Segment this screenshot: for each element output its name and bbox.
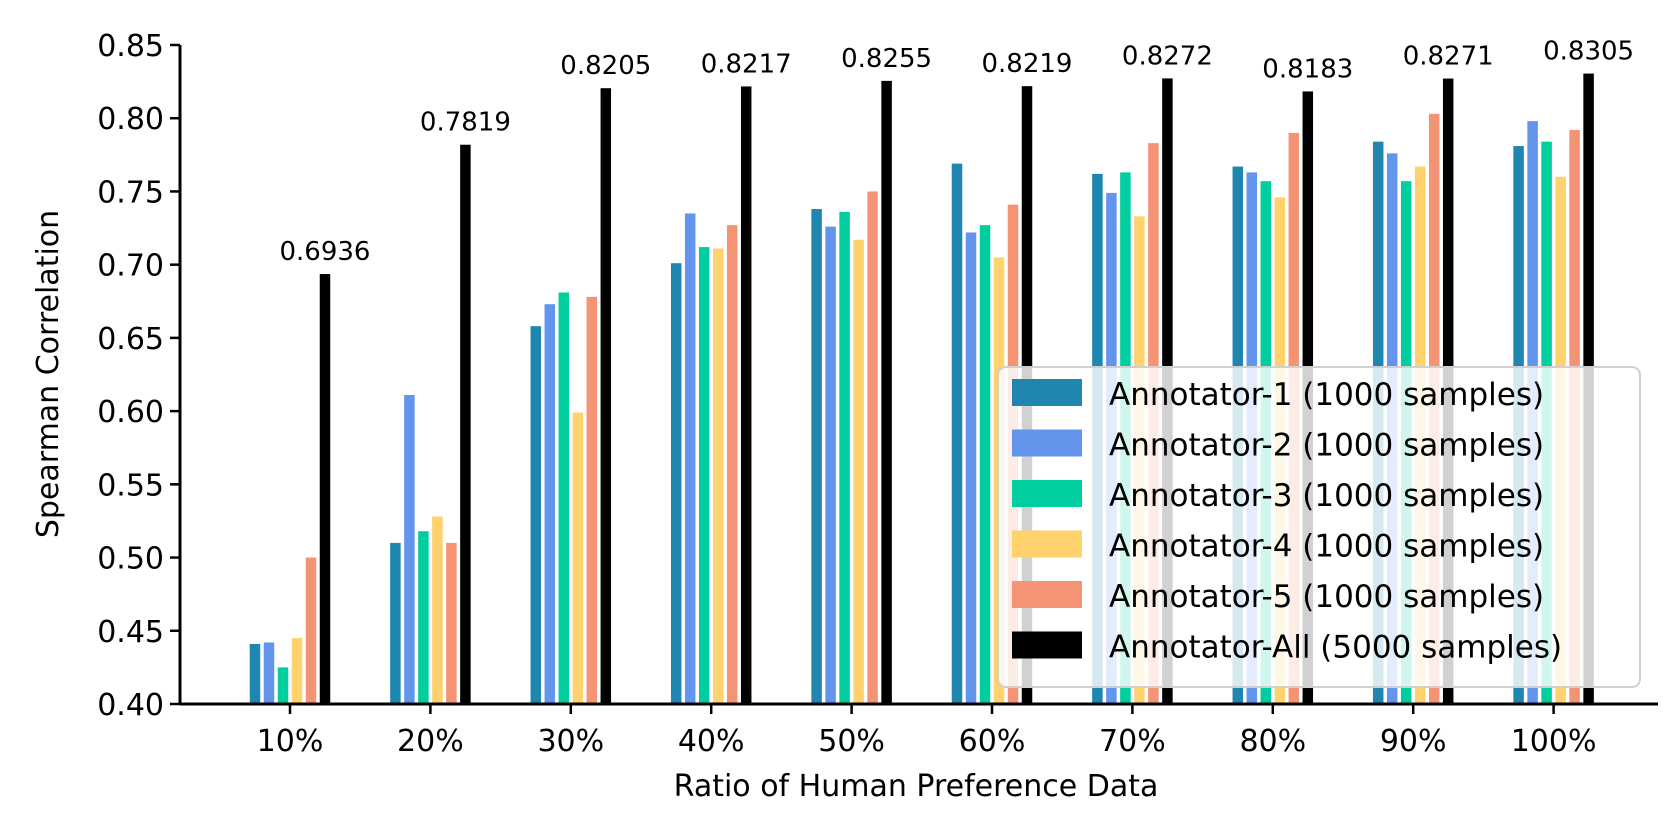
x-tick-label: 60% bbox=[959, 724, 1026, 759]
bar-series-3 bbox=[277, 667, 289, 704]
legend-label: Annotator-5 (1000 samples) bbox=[1109, 579, 1544, 615]
bar-series-2 bbox=[825, 226, 836, 704]
y-axis-title: Spearman Correlation bbox=[31, 210, 66, 538]
legend-label: Annotator-1 (1000 samples) bbox=[1109, 377, 1544, 413]
legend-swatch bbox=[1012, 581, 1082, 608]
bar-series-3 bbox=[698, 247, 710, 705]
bar-series-4 bbox=[572, 412, 584, 704]
y-ticks: 0.40 0.45 0.50 0.55 0.60 0.65 0.70 0.75 0.80 0.85 bbox=[97, 29, 180, 723]
bar-series-3 bbox=[558, 292, 570, 704]
axes bbox=[178, 45, 1658, 706]
x-tick-label: 10% bbox=[257, 724, 324, 759]
y-tick-label: 0.75 bbox=[97, 175, 164, 210]
bar-series-1 bbox=[811, 209, 822, 705]
bar-series-6 bbox=[740, 86, 752, 704]
bar-value-label: 0.8272 bbox=[1122, 41, 1213, 71]
x-axis-title: Ratio of Human Preference Data bbox=[674, 769, 1159, 804]
y-tick-label: 0.60 bbox=[97, 395, 164, 430]
legend-label: Annotator-4 (1000 samples) bbox=[1109, 529, 1544, 565]
legend-label: Annotator-All (5000 samples) bbox=[1109, 630, 1562, 666]
bar-series-6 bbox=[881, 80, 892, 704]
legend-swatch bbox=[1012, 480, 1082, 507]
value-labels-layer: 0.6936 0.7819 0.8205 0.8217 0.8255 0.8219 0.82… bbox=[280, 37, 1635, 267]
bar-series-5 bbox=[305, 557, 317, 704]
bar-value-label: 0.8305 bbox=[1543, 37, 1634, 67]
x-tick-label: 100% bbox=[1511, 724, 1597, 759]
bar-value-label: 0.8205 bbox=[560, 51, 651, 81]
x-tick-label: 90% bbox=[1380, 724, 1447, 759]
legend-swatch bbox=[1012, 379, 1082, 406]
bar-series-2 bbox=[544, 304, 556, 704]
y-tick-label: 0.80 bbox=[97, 102, 164, 137]
bar-series-1 bbox=[249, 643, 261, 704]
x-tick-label: 50% bbox=[818, 724, 885, 759]
y-tick-label: 0.85 bbox=[97, 29, 164, 64]
bar-series-4 bbox=[853, 239, 864, 704]
bar-series-1 bbox=[951, 163, 963, 704]
x-tick-label: 30% bbox=[537, 724, 604, 759]
y-tick-label: 0.40 bbox=[97, 688, 164, 723]
bar-series-2 bbox=[684, 213, 696, 704]
bar-value-label: 0.6936 bbox=[280, 237, 371, 267]
bar-series-6 bbox=[319, 274, 331, 704]
legend-frame bbox=[997, 366, 1641, 688]
bar-series-6 bbox=[460, 144, 471, 705]
bar-series-5 bbox=[446, 542, 457, 704]
y-tick-label: 0.65 bbox=[97, 322, 164, 357]
legend-swatch bbox=[1012, 530, 1082, 558]
bar-series-6 bbox=[600, 88, 612, 704]
legend-label: Annotator-3 (1000 samples) bbox=[1109, 478, 1544, 514]
x-tick-label: 20% bbox=[397, 724, 464, 759]
bar-series-1 bbox=[390, 542, 401, 704]
bar-series-2 bbox=[263, 642, 275, 704]
y-tick-label: 0.45 bbox=[97, 615, 164, 650]
bar-value-label: 0.7819 bbox=[420, 108, 511, 138]
bar-series-5 bbox=[586, 296, 598, 704]
x-tick-label: 80% bbox=[1239, 724, 1306, 759]
y-tick-label: 0.50 bbox=[97, 542, 164, 577]
legend-swatch bbox=[1012, 429, 1082, 457]
bar-value-label: 0.8217 bbox=[701, 49, 792, 79]
bar-series-5 bbox=[726, 225, 738, 705]
bar-series-1 bbox=[530, 326, 542, 704]
bar-series-3 bbox=[418, 531, 429, 704]
bar-series-4 bbox=[291, 638, 303, 704]
bar-series-4 bbox=[712, 248, 724, 704]
x-ticks: 10% 20% 30% 40% 50% 60% 70% 80% 90% 100% bbox=[257, 704, 1597, 759]
bar-series-2 bbox=[965, 232, 977, 704]
y-tick-label: 0.55 bbox=[97, 468, 164, 503]
bar-series-4 bbox=[432, 516, 443, 704]
y-tick-label: 0.70 bbox=[97, 249, 164, 284]
bar-series-3 bbox=[979, 225, 991, 705]
bar-series-2 bbox=[404, 395, 415, 704]
bar-series-1 bbox=[670, 263, 682, 704]
bar-value-label: 0.8183 bbox=[1262, 54, 1353, 84]
bar-series-5 bbox=[867, 191, 878, 704]
legend-swatch bbox=[1012, 631, 1082, 659]
bar-value-label: 0.8271 bbox=[1403, 42, 1494, 72]
legend-label: Annotator-2 (1000 samples) bbox=[1109, 428, 1544, 464]
bar-value-label: 0.8219 bbox=[982, 49, 1073, 79]
x-tick-label: 40% bbox=[678, 724, 745, 759]
bar-series-3 bbox=[839, 211, 850, 705]
legend: Annotator-1 (1000 samples) Annotator-2 (1… bbox=[997, 366, 1641, 688]
bar-value-label: 0.8255 bbox=[841, 44, 932, 74]
x-tick-label: 70% bbox=[1099, 724, 1166, 759]
